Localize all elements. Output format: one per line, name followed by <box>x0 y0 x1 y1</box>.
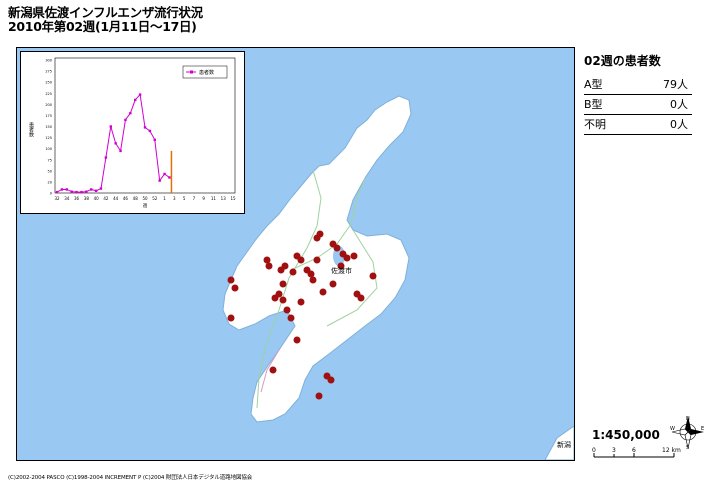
x-tick-label: 40 <box>94 196 100 201</box>
compass-w: W <box>670 426 675 432</box>
road-line <box>290 177 366 271</box>
x-tick-label: 46 <box>123 196 129 201</box>
stats-panel: 02週の患者数 A型 79人 B型 0人 不明 0人 <box>584 52 692 135</box>
y-tick-label: 0 <box>50 192 52 196</box>
data-point <box>109 125 112 128</box>
x-tick-label: 3 <box>173 196 176 201</box>
data-point <box>153 138 156 141</box>
data-point <box>163 172 166 176</box>
mainland <box>544 425 574 460</box>
x-tick-label: 1 <box>163 196 166 201</box>
stats-row-b: B型 0人 <box>584 95 692 115</box>
x-axis-label: 週 <box>143 202 148 209</box>
data-point <box>124 118 127 122</box>
x-tick-label: 44 <box>113 196 119 201</box>
legend-box <box>182 65 228 79</box>
data-point <box>70 190 73 193</box>
scale-tick: 0 <box>592 447 596 454</box>
stats-value: 79人 <box>663 78 688 91</box>
y-tick-label: 50 <box>48 169 52 173</box>
y-tick-label: 275 <box>45 70 52 74</box>
data-point <box>99 187 103 190</box>
x-tick-label: 13 <box>221 196 227 201</box>
scale-tick: 12 km <box>662 447 681 454</box>
corner-label: 新潟 <box>557 441 571 449</box>
x-tick-label: 11 <box>211 196 217 201</box>
road-line <box>256 169 322 409</box>
inset-chart: 0 20 50 75 100 125 150 175 200 225 250 275 300 32 34 36… <box>20 51 245 214</box>
x-tick-label: 52 <box>152 196 158 201</box>
data-point <box>143 126 147 129</box>
x-tick-label: 42 <box>103 196 109 201</box>
y-tick-label: 300 <box>45 59 52 63</box>
scale-tick: 6 <box>632 447 636 454</box>
stats-label: A型 <box>584 78 603 91</box>
data-point <box>60 188 64 191</box>
stats-label: 不明 <box>584 118 606 131</box>
x-tick-label: 15 <box>230 196 236 201</box>
scale-bar: 0 3 6 12 km <box>592 447 681 458</box>
legend-label: 患者数 <box>199 69 214 76</box>
data-point <box>55 190 59 194</box>
y-axis-label: 患者数 <box>28 121 34 138</box>
data-point <box>129 112 132 115</box>
case-markers <box>227 230 377 400</box>
x-tick-label: 38 <box>84 196 90 201</box>
y-tick-label: 20 <box>48 180 52 184</box>
stats-title: 02週の患者数 <box>584 54 661 68</box>
stats-value: 0人 <box>670 118 688 131</box>
compass-icon: N E S W <box>670 416 704 450</box>
scale-tick: 3 <box>612 447 616 454</box>
stats-row-a: A型 79人 <box>584 75 692 95</box>
data-point <box>94 189 98 192</box>
y-tick-label: 225 <box>45 92 52 96</box>
legend-marker <box>190 70 193 74</box>
data-point <box>65 188 68 191</box>
x-tick-label: 5 <box>183 196 186 201</box>
copyright-text: (C)2002-2004 PASCO (C)1998-2004 INCREMEN… <box>8 475 253 481</box>
y-tick-label: 125 <box>45 136 52 140</box>
data-point <box>168 176 171 179</box>
data-point <box>138 93 142 96</box>
data-point <box>104 156 108 159</box>
stats-row-unknown: 不明 0人 <box>584 115 692 135</box>
x-tick-label: 32 <box>54 196 60 201</box>
data-point <box>134 98 137 102</box>
data-point <box>80 190 83 194</box>
y-tick-label: 200 <box>45 103 52 107</box>
data-point <box>90 188 93 191</box>
x-tick-label: 50 <box>142 196 148 201</box>
data-point <box>158 179 161 182</box>
y-tick-label: 175 <box>45 114 52 118</box>
y-tick-label: 75 <box>48 158 52 162</box>
page-title: 新潟県佐渡インフルエンザ流行状況 2010年第02週(1月11日～17日) <box>8 6 203 34</box>
data-point <box>75 190 78 194</box>
title-line2: 2010年第02週(1月11日～17日) <box>8 19 197 34</box>
x-tick-label: 36 <box>74 196 80 201</box>
x-tick-label: 9 <box>202 196 205 201</box>
y-tick-label: 150 <box>45 125 52 129</box>
scale-text: 1:450,000 <box>592 428 660 442</box>
compass-s: S <box>686 445 689 450</box>
x-tick-label: 34 <box>64 196 70 201</box>
data-point <box>119 149 122 153</box>
stats-label: B型 <box>584 98 603 111</box>
x-tick-label: 7 <box>193 196 196 201</box>
data-point <box>85 190 88 193</box>
road-line <box>326 229 378 327</box>
x-tick-label: 48 <box>133 196 139 201</box>
y-tick-label: 250 <box>45 81 52 85</box>
road-line <box>260 349 280 393</box>
stats-value: 0人 <box>670 98 688 111</box>
title-line1: 新潟県佐渡インフルエンザ流行状況 <box>8 5 203 20</box>
island-map <box>222 95 574 460</box>
data-point <box>114 142 117 145</box>
city-label: 佐渡市 <box>331 267 352 275</box>
y-tick-label: 100 <box>45 147 52 151</box>
compass-n: N <box>686 416 690 422</box>
compass-e: E <box>701 426 704 432</box>
data-point <box>148 129 152 133</box>
